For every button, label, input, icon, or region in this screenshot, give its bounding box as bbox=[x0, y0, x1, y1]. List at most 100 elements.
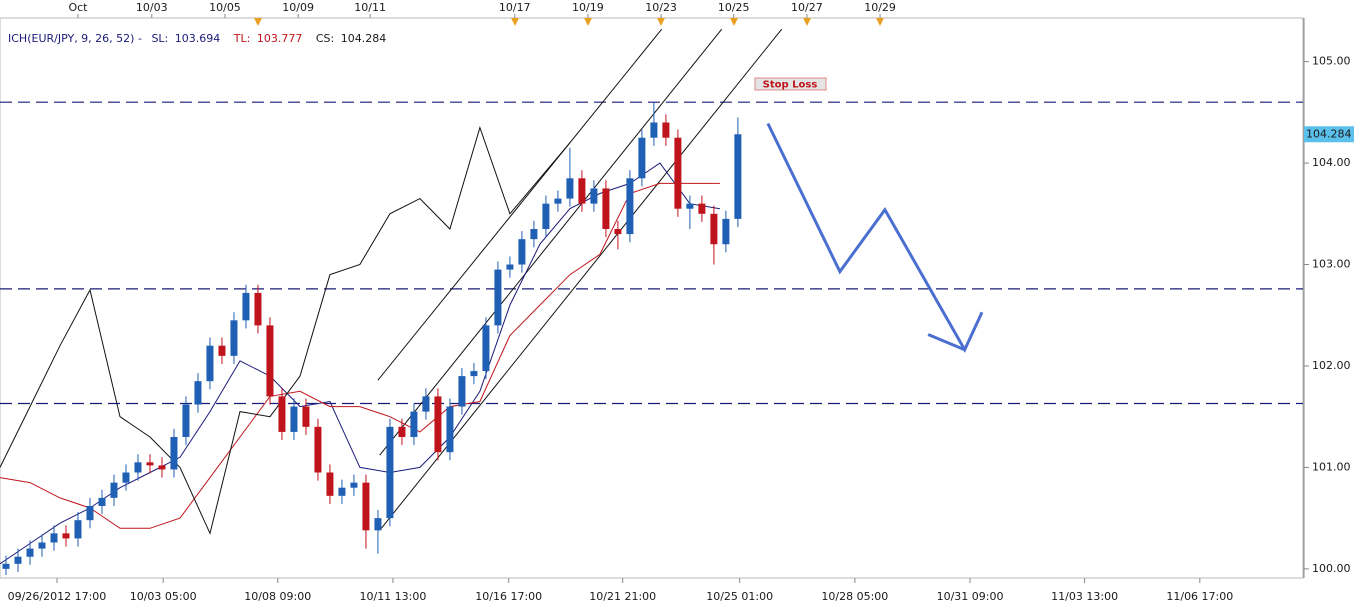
candle-body bbox=[398, 426, 406, 437]
candle-body bbox=[14, 556, 22, 564]
candle-body bbox=[602, 188, 610, 230]
indicator-line bbox=[0, 162, 720, 565]
candle-body bbox=[74, 520, 82, 539]
candle-body bbox=[722, 218, 730, 245]
candle-body bbox=[674, 137, 682, 209]
x2-tick-label: 10/27 bbox=[791, 1, 823, 14]
top-markers bbox=[254, 18, 884, 26]
x2-tick-label: 10/25 bbox=[718, 1, 750, 14]
candle-body bbox=[410, 411, 418, 437]
candle-body bbox=[266, 325, 274, 397]
x2-tick-label: 10/11 bbox=[354, 1, 386, 14]
marker bbox=[254, 18, 262, 26]
marker bbox=[876, 18, 884, 26]
candle-body bbox=[314, 426, 322, 473]
candle-body bbox=[362, 482, 370, 531]
candle-body bbox=[386, 426, 394, 519]
x2-tick-label: 10/23 bbox=[645, 1, 677, 14]
channel-line bbox=[379, 28, 723, 456]
x-tick-label: 11/03 13:00 bbox=[1051, 590, 1118, 603]
legend-label: CS: bbox=[316, 32, 334, 45]
candle-body bbox=[482, 325, 490, 372]
candle-body bbox=[242, 292, 250, 321]
x2-tick-label: Oct bbox=[68, 1, 88, 14]
candle-body bbox=[638, 137, 646, 179]
indicator-line bbox=[0, 125, 571, 535]
x-tick-label: 10/21 21:00 bbox=[589, 590, 656, 603]
candle-body bbox=[146, 462, 154, 466]
legend-indicator: ICH(EUR/JPY, 9, 26, 52) - bbox=[8, 32, 142, 45]
legend: ICH(EUR/JPY, 9, 26, 52) - SL: 103.694 TL… bbox=[8, 32, 386, 45]
x2-tick-label: 10/17 bbox=[499, 1, 531, 14]
forecast-path bbox=[766, 122, 984, 353]
candle-body bbox=[290, 406, 298, 432]
x2-tick-label: 10/05 bbox=[209, 1, 241, 14]
annotation: Stop Loss bbox=[763, 80, 818, 91]
candle-body bbox=[182, 404, 190, 437]
annotation-box bbox=[754, 77, 827, 91]
candle-body bbox=[218, 345, 226, 356]
candle-body bbox=[338, 487, 346, 496]
candle-body bbox=[206, 345, 214, 382]
marker bbox=[511, 18, 519, 26]
marker bbox=[657, 18, 665, 26]
candle-body bbox=[38, 542, 46, 549]
x2-tick-label: 10/19 bbox=[572, 1, 604, 14]
candle-body bbox=[530, 229, 538, 240]
marker bbox=[730, 18, 738, 26]
x-tick-label: 10/11 13:00 bbox=[359, 590, 426, 603]
candle-body bbox=[302, 406, 310, 427]
x2-tick-label: 10/03 bbox=[136, 1, 168, 14]
candle-body bbox=[554, 198, 562, 204]
candle-body bbox=[566, 178, 574, 199]
candle-body bbox=[122, 472, 130, 483]
forecast-head bbox=[927, 333, 966, 352]
legend-value: 103.777 bbox=[257, 32, 303, 45]
y-tick-label: 105.00 bbox=[1312, 55, 1351, 68]
y-tick-label: 102.00 bbox=[1312, 359, 1351, 372]
candle-body bbox=[86, 505, 94, 521]
marker bbox=[803, 18, 811, 26]
candle-body bbox=[230, 320, 238, 356]
y-tick-label: 100.00 bbox=[1312, 562, 1351, 575]
channel-line bbox=[377, 28, 663, 381]
candle-body bbox=[434, 396, 442, 453]
x2-tick-label: 10/09 bbox=[282, 1, 314, 14]
candle-body bbox=[50, 533, 58, 543]
candle-body bbox=[578, 178, 586, 204]
x-tick-label: 10/31 09:00 bbox=[937, 590, 1004, 603]
candle-body bbox=[62, 533, 70, 539]
candle-body bbox=[506, 264, 514, 270]
candle-body bbox=[614, 229, 622, 235]
marker bbox=[584, 18, 592, 26]
x-tick-label: 10/28 05:00 bbox=[821, 590, 888, 603]
candle-body bbox=[470, 371, 478, 377]
candle-body bbox=[158, 465, 166, 470]
candle-body bbox=[458, 376, 466, 407]
x-tick-label: 10/03 05:00 bbox=[130, 590, 197, 603]
x2-tick-label: 10/29 bbox=[864, 1, 896, 14]
candle-body bbox=[626, 178, 634, 235]
candle-body bbox=[26, 548, 34, 557]
legend-value: 103.694 bbox=[175, 32, 221, 45]
candle-body bbox=[350, 482, 358, 488]
candle-body bbox=[542, 203, 550, 230]
candle-body bbox=[590, 188, 598, 204]
x-tick-label: 10/16 17:00 bbox=[475, 590, 542, 603]
candle-body bbox=[278, 396, 286, 432]
y-tick-label: 104.00 bbox=[1312, 156, 1351, 169]
marks bbox=[0, 28, 1303, 575]
legend-value: 104.284 bbox=[341, 32, 387, 45]
candle-body bbox=[134, 462, 142, 473]
indicator-line bbox=[0, 182, 720, 529]
candle-body bbox=[494, 269, 502, 326]
candle-body bbox=[110, 482, 118, 498]
y-tick-label: 103.00 bbox=[1312, 258, 1351, 271]
candle-body bbox=[734, 134, 742, 219]
candle-body bbox=[2, 563, 10, 569]
legend-label: SL: bbox=[151, 32, 168, 45]
candle-body bbox=[710, 213, 718, 245]
price-tag-label: 104.284 bbox=[1306, 127, 1352, 140]
y-tick-label: 101.00 bbox=[1312, 460, 1351, 473]
